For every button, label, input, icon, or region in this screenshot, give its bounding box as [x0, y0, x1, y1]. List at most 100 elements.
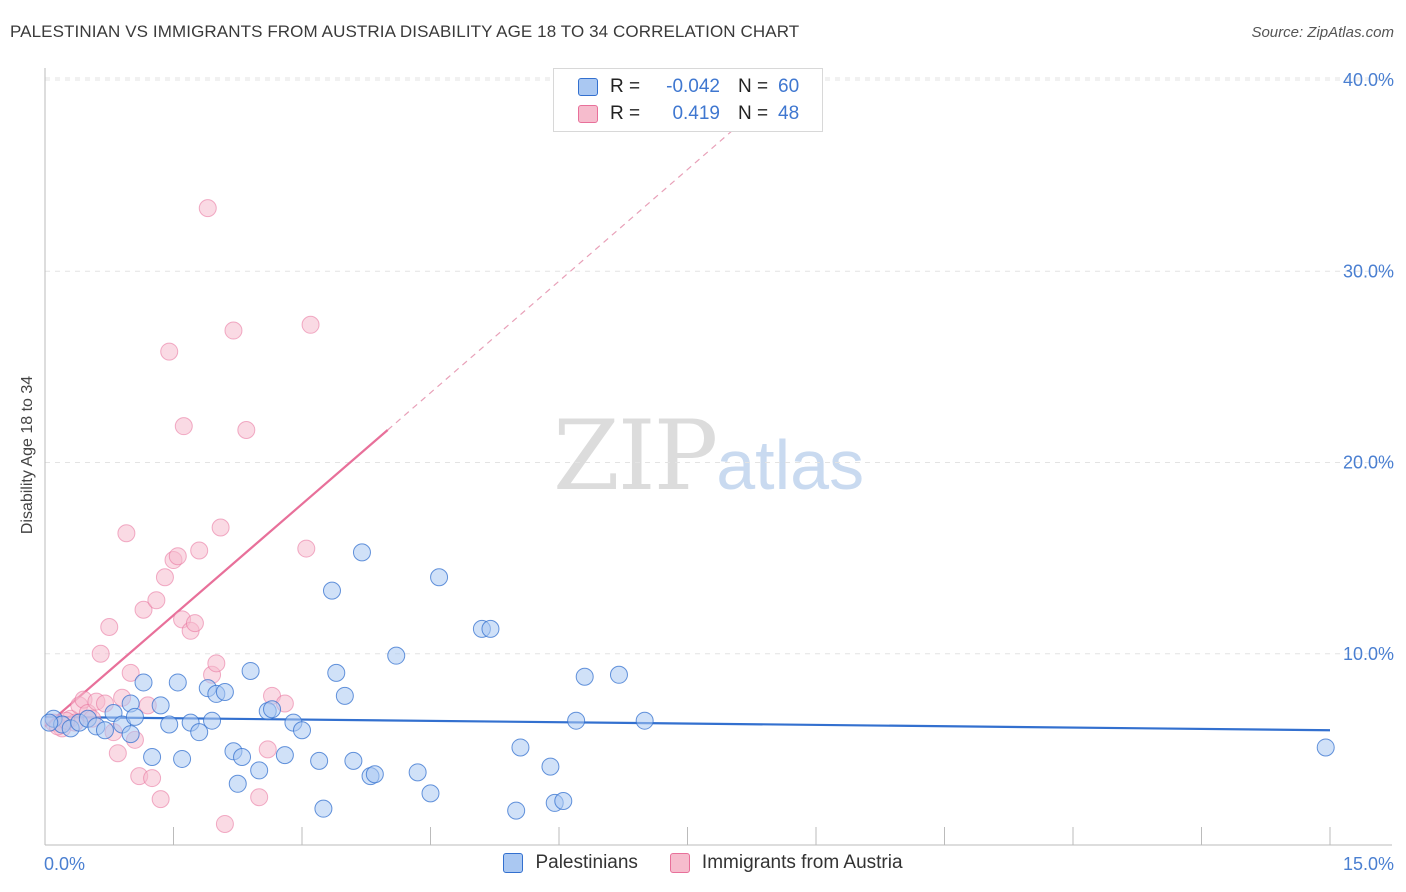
legend-n-label: N =: [738, 76, 769, 97]
data-point-palestinians: [352, 543, 371, 562]
data-point-austria: [207, 654, 226, 673]
data-point-palestinians: [387, 646, 406, 665]
legend-r-label: R =: [610, 76, 641, 97]
data-point-palestinians: [160, 715, 179, 734]
data-point-palestinians: [250, 761, 269, 780]
data-point-austria: [190, 541, 209, 560]
x-tick-label: 0.0%: [44, 854, 85, 874]
data-point-austria: [100, 617, 119, 636]
legend-item-palestinians[interactable]: Palestinians: [503, 852, 638, 874]
data-point-austria: [121, 663, 140, 682]
data-point-palestinians: [314, 799, 333, 818]
legend-swatch-pink: [578, 105, 598, 123]
data-point-austria: [185, 614, 204, 633]
data-point-palestinians: [421, 784, 440, 803]
data-point-palestinians: [241, 661, 260, 680]
legend-swatch-blue: [578, 78, 598, 96]
watermark: ZIPatlas: [553, 400, 864, 512]
data-point-palestinians: [344, 751, 363, 770]
data-point-palestinians: [481, 619, 500, 638]
trend-line-austria: [44, 429, 389, 728]
trend-line-palestinians: [44, 715, 1331, 732]
legend-n-value: 60: [778, 76, 800, 97]
legend-label-palestinians: Palestinians: [535, 852, 638, 873]
data-point-palestinians: [190, 723, 209, 742]
watermark-zip: ZIP: [553, 400, 718, 512]
data-point-palestinians: [609, 665, 628, 684]
data-point-palestinians: [575, 667, 594, 686]
data-point-austria: [143, 769, 162, 788]
data-point-austria: [91, 644, 110, 663]
legend-item-immigrants-from-austria[interactable]: Immigrants from Austria: [669, 852, 903, 874]
series-legend: Palestinians Immigrants from Austria: [0, 852, 1406, 874]
data-point-palestinians: [1316, 738, 1335, 757]
data-point-palestinians: [40, 713, 59, 732]
data-point-palestinians: [335, 686, 354, 705]
points-palestinians: [40, 543, 1335, 820]
data-point-palestinians: [203, 711, 222, 730]
chart-title: PALESTINIAN VS IMMIGRANTS FROM AUSTRIA D…: [10, 22, 800, 41]
data-point-austria: [237, 420, 256, 439]
points-immigrants-from-austria: [44, 199, 320, 833]
data-point-palestinians: [365, 765, 384, 784]
legend-r-value: 0.419: [672, 103, 720, 124]
data-point-austria: [134, 600, 153, 619]
data-point-austria: [198, 199, 217, 218]
data-point-austria: [108, 744, 127, 763]
y-tick-label: 30.0%: [1343, 261, 1394, 281]
data-point-palestinians: [430, 568, 449, 587]
data-point-palestinians: [143, 748, 162, 767]
data-point-austria: [117, 524, 136, 543]
data-point-palestinians: [310, 751, 329, 770]
data-point-palestinians: [554, 792, 573, 811]
legend-n-label: N =: [738, 103, 769, 124]
trend-line-austria-extension: [387, 87, 783, 431]
data-point-austria: [211, 518, 230, 537]
data-point-palestinians: [121, 725, 140, 744]
legend-row-palestinians: R = -0.042 N = 60: [578, 74, 799, 100]
y-tick-label: 40.0%: [1343, 70, 1394, 90]
source-label: Source: ZipAtlas.com: [1251, 24, 1394, 41]
legend-n-value: 48: [778, 103, 800, 124]
data-point-palestinians: [95, 721, 114, 740]
data-point-austria: [297, 539, 316, 558]
legend-r-label: R =: [610, 103, 641, 124]
data-point-palestinians: [541, 757, 560, 776]
data-point-palestinians: [168, 673, 187, 692]
data-point-palestinians: [567, 711, 586, 730]
data-point-palestinians: [635, 711, 654, 730]
legend-swatch-palestinians: [503, 853, 524, 873]
legend-swatch-immigrants-from-austria: [669, 853, 690, 873]
data-point-austria: [168, 547, 187, 566]
data-point-palestinians: [322, 581, 341, 600]
y-tick-label: 20.0%: [1343, 453, 1394, 473]
data-point-palestinians: [228, 774, 247, 793]
data-point-palestinians: [263, 700, 282, 719]
data-point-palestinians: [125, 707, 144, 726]
data-point-austria: [151, 790, 170, 809]
data-point-palestinians: [511, 738, 530, 757]
x-tick-label: 15.0%: [1343, 854, 1394, 874]
legend-r-value: -0.042: [666, 76, 720, 97]
data-point-austria: [258, 740, 277, 759]
legend-label-immigrants-from-austria: Immigrants from Austria: [701, 852, 903, 873]
data-point-austria: [155, 568, 174, 587]
data-point-palestinians: [408, 763, 427, 782]
trend-lines: [44, 87, 1331, 732]
data-point-palestinians: [507, 801, 526, 820]
data-point-austria: [250, 788, 269, 807]
data-point-palestinians: [233, 748, 252, 767]
data-point-palestinians: [327, 663, 346, 682]
data-point-palestinians: [173, 749, 192, 768]
data-point-palestinians: [215, 683, 234, 701]
data-point-austria: [301, 315, 320, 334]
gridlines: [45, 77, 1392, 655]
watermark-atlas: atlas: [716, 426, 865, 504]
data-point-palestinians: [293, 721, 311, 740]
data-point-austria: [160, 342, 179, 361]
data-point-palestinians: [151, 696, 170, 715]
data-point-palestinians: [134, 673, 153, 692]
data-point-austria: [224, 321, 243, 340]
data-point-austria: [174, 417, 193, 436]
